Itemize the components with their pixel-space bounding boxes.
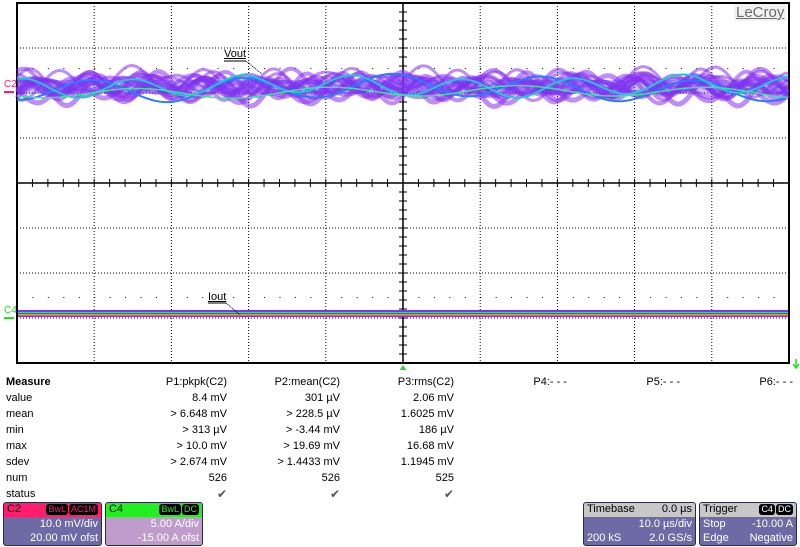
measure-row-status: status ✔ ✔ ✔ (0, 486, 800, 502)
lecroy-logo: LeCroy (734, 4, 787, 21)
measure-value: 186 µV (418, 424, 454, 436)
measure-value: > 313 µV (182, 424, 227, 436)
param-p1-name[interactable]: P1:pkpk(C2) (165, 376, 227, 388)
status-check-icon: ✔ (216, 487, 227, 501)
c4-box-tags: BwL DC (158, 503, 199, 516)
c2-marker-bar (4, 91, 14, 93)
measure-value: 525 (435, 472, 454, 484)
c2-ground-marker[interactable]: C2 (4, 80, 17, 93)
c4-marker-bar (4, 317, 14, 319)
measure-row-label: sdev (6, 456, 30, 468)
trigger-position-icon (399, 365, 407, 370)
c2-box-tags: BwL AC1M (45, 503, 98, 516)
measure-row-mean: mean > 6.648 mV > 228.5 µV 1.6025 mV (0, 406, 800, 422)
timebase-samples: 200 kS (587, 532, 622, 544)
timebase-title: Timebase (587, 503, 635, 515)
c4-offset: -15.00 A ofst (137, 532, 199, 544)
waveform-display[interactable]: LeCroy C2 C4 Vout Iout (0, 0, 800, 370)
measure-value: > 6.648 mV (170, 408, 227, 420)
iout-trace-label: Iout (208, 291, 227, 303)
timebase-header: Timebase 0.0 µs (584, 503, 695, 517)
c2-coupling-tag: AC1M (68, 504, 98, 515)
vout-trace-label: Vout (224, 48, 247, 60)
measure-value: 301 µV (304, 392, 340, 404)
c4-ground-marker[interactable]: C4 (4, 306, 17, 319)
trigger-source-tag: C4 (759, 504, 775, 515)
measure-row-value: value 8.4 mV 301 µV 2.06 mV (0, 390, 800, 406)
channel-c4-box[interactable]: C4 BwL DC 5.00 A/div -15.00 A ofst (105, 502, 203, 546)
param-p5-name[interactable]: P5:- - - (646, 376, 680, 388)
trigger-level-arrow-icon (792, 363, 800, 370)
c2-bwl-tag: BwL (46, 504, 68, 515)
measure-value: 16.68 mV (406, 440, 454, 452)
c2-offset: 20.00 mV ofst (30, 532, 98, 544)
timebase-tdiv: 10.0 µs/div (638, 518, 692, 530)
measure-row-label: min (6, 424, 24, 436)
measure-value: 1.6025 mV (400, 408, 454, 420)
param-p4-name[interactable]: P4:- - - (533, 376, 567, 388)
c4-box-name: C4 (109, 503, 124, 515)
c2-marker-label: C2 (4, 79, 17, 90)
measure-value: 1.1945 mV (400, 456, 454, 468)
measure-row-label: mean (6, 408, 34, 420)
c4-bwl-tag: BwL (159, 504, 181, 515)
c2-vdiv: 10.0 mV/div (39, 518, 98, 530)
measure-row-label: value (6, 392, 33, 404)
trigger-title: Trigger (703, 503, 738, 515)
c4-vdiv: 5.00 A/div (150, 518, 199, 530)
measure-value: 526 (208, 472, 227, 484)
measure-row-sdev: sdev > 2.674 mV > 1.4433 mV 1.1945 mV (0, 454, 800, 470)
measure-row-min: min > 313 µV > -3.44 mV 186 µV (0, 422, 800, 438)
c2-box-header: C2 BwL AC1M (4, 503, 101, 517)
measure-value: > 19.69 mV (283, 440, 340, 452)
measure-row-max: max > 10.0 mV > 19.69 mV 16.68 mV (0, 438, 800, 454)
measure-title: Measure (6, 376, 51, 388)
c4-coupling-tag: DC (182, 504, 199, 515)
trigger-mode: Stop (703, 518, 726, 530)
c4-marker-label: C4 (4, 305, 17, 316)
trigger-coupling-tag: DC (776, 504, 793, 515)
param-p2-name[interactable]: P2:mean(C2) (274, 376, 340, 388)
measure-row-label: max (6, 440, 27, 452)
trigger-level: -10.00 A (752, 518, 793, 530)
measure-table: Measure P1:pkpk(C2) P2:mean(C2) P3:rms(C… (0, 374, 800, 502)
measure-value: > 1.4433 mV (277, 456, 340, 468)
param-p3-name[interactable]: P3:rms(C2) (397, 376, 454, 388)
measure-value: > 228.5 µV (286, 408, 340, 420)
trigger-type: Edge (703, 532, 729, 544)
timebase-box[interactable]: Timebase 0.0 µs 10.0 µs/div 200 kS 2.0 GS… (583, 502, 696, 546)
graticule (15, 2, 800, 370)
param-p6-name[interactable]: P6:- - - (759, 376, 793, 388)
measure-value: 2.06 mV (413, 392, 454, 404)
c4-box-header: C4 BwL DC (106, 503, 202, 517)
trigger-tags: C4 DC (758, 503, 793, 516)
measure-value: 8.4 mV (192, 392, 227, 404)
measure-value: > 2.674 mV (170, 456, 227, 468)
measure-value: > 10.0 mV (176, 440, 227, 452)
timebase-delay: 0.0 µs (661, 503, 692, 515)
status-check-icon: ✔ (329, 487, 340, 501)
timebase-rate: 2.0 GS/s (649, 532, 692, 544)
measure-value: > -3.44 mV (285, 424, 340, 436)
measure-row-label: num (6, 472, 28, 484)
channel-c2-box[interactable]: C2 BwL AC1M 10.0 mV/div 20.00 mV ofst (3, 502, 102, 546)
status-check-icon: ✔ (443, 487, 454, 501)
trigger-header: Trigger C4 DC (700, 503, 796, 517)
measure-row-num: num 526 526 525 (0, 470, 800, 486)
measure-header-row: Measure P1:pkpk(C2) P2:mean(C2) P3:rms(C… (0, 374, 800, 390)
measure-row-label: status (6, 488, 36, 500)
measure-value: 526 (321, 472, 340, 484)
trigger-slope: Negative (749, 532, 793, 544)
c2-box-name: C2 (7, 503, 22, 515)
trigger-box[interactable]: Trigger C4 DC Stop -10.00 A Edge Negative (699, 502, 797, 546)
